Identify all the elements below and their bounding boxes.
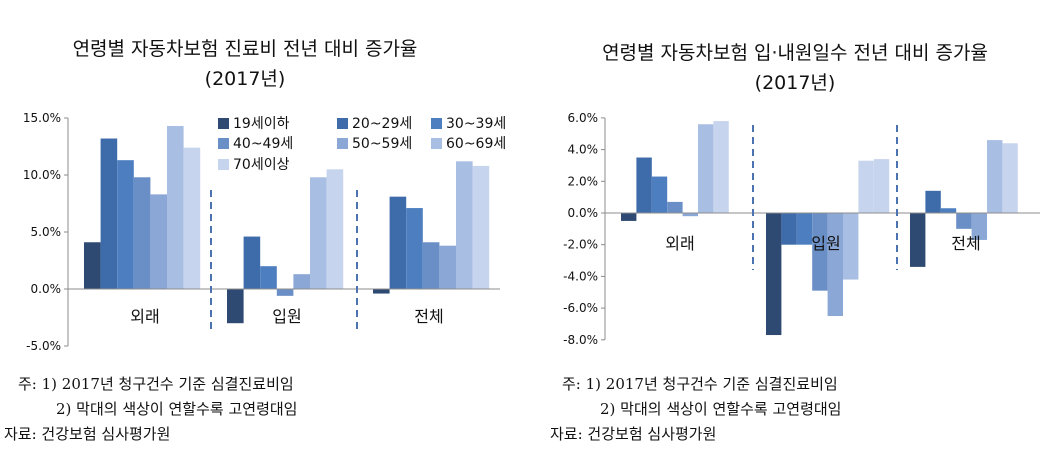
legend-label: 19세이하 xyxy=(233,116,290,132)
right-chart-bar xyxy=(667,201,683,213)
right-chart-bar xyxy=(987,140,1003,213)
left-chart-y-tick-label: 5.0% xyxy=(31,225,62,239)
legend-swatch xyxy=(218,118,229,129)
legend-swatch xyxy=(431,118,442,129)
right-chart-bar xyxy=(940,208,957,213)
left-chart-bar xyxy=(422,242,440,289)
right-chart-y-tick-label: -4.0% xyxy=(563,269,598,283)
legend-label: 60~69세 xyxy=(446,136,506,152)
right-source: 자료: 건강보험 심사평가원 xyxy=(550,425,717,443)
legend-label: 70세이상 xyxy=(233,157,290,173)
legend-label: 40~49세 xyxy=(233,136,293,152)
left-chart-bar xyxy=(227,289,244,324)
chart-left-title: 연령별 자동차보험 진료비 전년 대비 증가율 xyxy=(72,38,418,60)
left-chart-category-label: 입원 xyxy=(272,307,301,326)
legend-swatch xyxy=(218,159,229,170)
left-note-2: 2) 막대의 색상이 연할수록 고연령대임 xyxy=(56,400,298,418)
legend-swatch xyxy=(337,138,348,149)
legend-label: 30~39세 xyxy=(446,116,506,132)
right-chart-category-label: 외래 xyxy=(665,234,694,253)
right-chart-bar xyxy=(651,176,668,213)
right-chart-y-tick-label: 0.0% xyxy=(568,206,599,220)
right-chart-bar xyxy=(713,121,729,213)
left-chart-bar xyxy=(326,169,344,289)
right-chart-bar xyxy=(796,213,813,245)
left-chart-category-label: 전체 xyxy=(414,307,443,326)
left-chart-bar xyxy=(167,125,184,289)
left-chart-bar xyxy=(389,196,407,289)
legend-label: 50~59세 xyxy=(352,136,412,152)
left-source: 자료: 건강보험 심사평가원 xyxy=(4,425,171,443)
left-chart-bar xyxy=(310,177,327,289)
left-chart-bar xyxy=(472,165,490,289)
left-chart-bar xyxy=(183,147,201,289)
right-chart-bar xyxy=(766,213,782,336)
left-note-1: 주: 1) 2017년 청구건수 기준 심결진료비임 xyxy=(18,375,294,393)
right-note-1: 주: 1) 2017년 청구건수 기준 심결진료비임 xyxy=(562,375,838,393)
right-chart-bar xyxy=(858,160,874,213)
right-chart-bar xyxy=(925,190,941,213)
left-chart-category-label: 외래 xyxy=(130,307,159,326)
right-chart-category-label: 전체 xyxy=(951,234,980,253)
left-chart-bar xyxy=(276,289,294,296)
left-chart-bar xyxy=(100,138,118,289)
chart-right-title: 연령별 자동차보험 입·내원일수 전년 대비 증가율 xyxy=(602,42,988,64)
right-chart-bar xyxy=(1002,143,1018,213)
left-chart-bar xyxy=(439,245,456,289)
left-chart-bar xyxy=(260,266,277,289)
left-chart-bar xyxy=(150,194,167,289)
chart-right-title-block: 연령별 자동차보험 입·내원일수 전년 대비 증가율 (2017년) xyxy=(545,38,1045,98)
left-chart-bar xyxy=(117,160,134,289)
left-chart-bar xyxy=(133,177,151,289)
right-chart-bar xyxy=(873,159,890,213)
left-chart-bar xyxy=(84,242,101,289)
left-chart-y-tick-label: 0.0% xyxy=(31,282,62,296)
right-chart-bar xyxy=(956,213,972,229)
right-chart-category-label: 입원 xyxy=(811,234,840,253)
right-chart-y-tick-label: -2.0% xyxy=(563,238,598,252)
left-chart-y-tick-label: 15.0% xyxy=(23,111,61,125)
right-chart-y-tick-label: 2.0% xyxy=(568,174,599,188)
right-chart-bar xyxy=(843,213,859,280)
right-chart-bar xyxy=(971,213,987,240)
legend-swatch xyxy=(431,138,442,149)
right-chart-bar xyxy=(781,213,797,245)
right-chart-bar xyxy=(682,213,698,217)
left-chart-bar xyxy=(406,208,423,289)
right-chart-y-tick-label: 6.0% xyxy=(568,111,599,125)
left-chart-bar xyxy=(243,236,261,289)
right-chart-bar xyxy=(812,213,828,291)
right-chart-bar xyxy=(698,124,714,213)
right-chart-bar xyxy=(910,213,926,267)
right-chart-bar xyxy=(621,213,637,221)
right-chart-y-tick-label: -8.0% xyxy=(563,333,598,347)
left-chart-bar xyxy=(456,161,473,289)
legend-swatch xyxy=(337,118,348,129)
chart-right-subtitle: (2017년) xyxy=(754,72,836,94)
left-chart-bar xyxy=(373,289,390,294)
right-chart-y-tick-label: -6.0% xyxy=(563,301,598,315)
left-chart-y-tick-label: -5.0% xyxy=(26,339,61,353)
legend-swatch xyxy=(218,138,229,149)
right-note-2: 2) 막대의 색상이 연할수록 고연령대임 xyxy=(600,400,842,418)
chart-left-subtitle: (2017년) xyxy=(204,68,286,90)
right-chart-bar xyxy=(827,213,843,317)
legend-label: 20~29세 xyxy=(352,116,412,132)
right-chart-bar xyxy=(636,157,652,213)
left-chart-y-tick-label: 10.0% xyxy=(23,168,61,182)
right-chart-y-tick-label: 4.0% xyxy=(568,143,599,157)
left-chart-bar xyxy=(293,274,310,289)
chart-left-title-block: 연령별 자동차보험 진료비 전년 대비 증가율 (2017년) xyxy=(10,34,480,94)
